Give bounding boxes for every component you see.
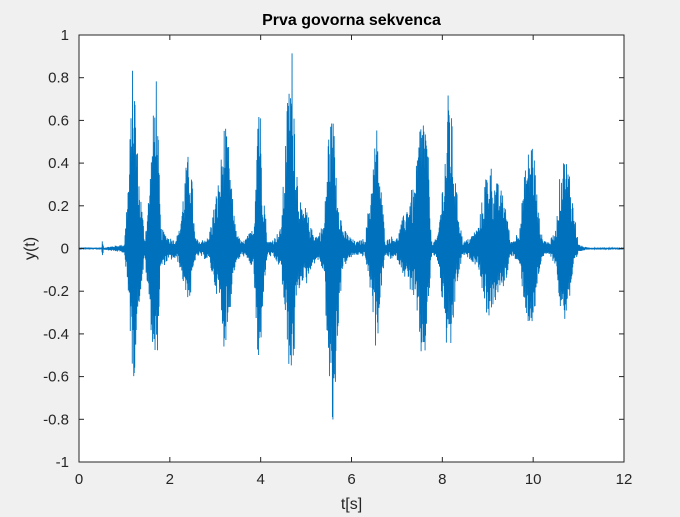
y-tick-label: 0.8 (48, 70, 69, 87)
y-tick-label: -0.2 (43, 283, 69, 300)
y-tick-label: 0 (61, 241, 69, 258)
y-tick-label: 0.4 (48, 155, 69, 172)
x-tick-label: 10 (525, 471, 542, 488)
x-axis: 0 2 4 6 8 10 12 (75, 35, 633, 488)
y-tick-label: -0.4 (43, 326, 69, 343)
y-tick-label: -0.8 (43, 411, 69, 428)
y-tick-label: -0.6 (43, 369, 69, 386)
y-tick-label: 0.2 (48, 198, 69, 215)
x-tick-label: 12 (616, 471, 633, 488)
x-axis-label: t[s] (341, 496, 362, 513)
waveform-series (78, 53, 625, 420)
waveform-line (78, 53, 625, 420)
y-axis-label: y(t) (22, 237, 39, 260)
x-tick-label: 4 (256, 471, 264, 488)
x-tick-label: 2 (166, 471, 174, 488)
y-axis: -1 -0.8 -0.6 -0.4 -0.2 0 0.2 0.4 0.6 0.8 1 (43, 27, 624, 471)
chart-title: Prva govorna sekvenca (262, 12, 441, 29)
x-tick-label: 0 (75, 471, 83, 488)
x-tick-label: 6 (347, 471, 355, 488)
y-tick-label: 1 (61, 27, 69, 44)
y-tick-label: -1 (56, 454, 69, 471)
y-tick-label: 0.6 (48, 112, 69, 129)
x-tick-label: 8 (438, 471, 446, 488)
